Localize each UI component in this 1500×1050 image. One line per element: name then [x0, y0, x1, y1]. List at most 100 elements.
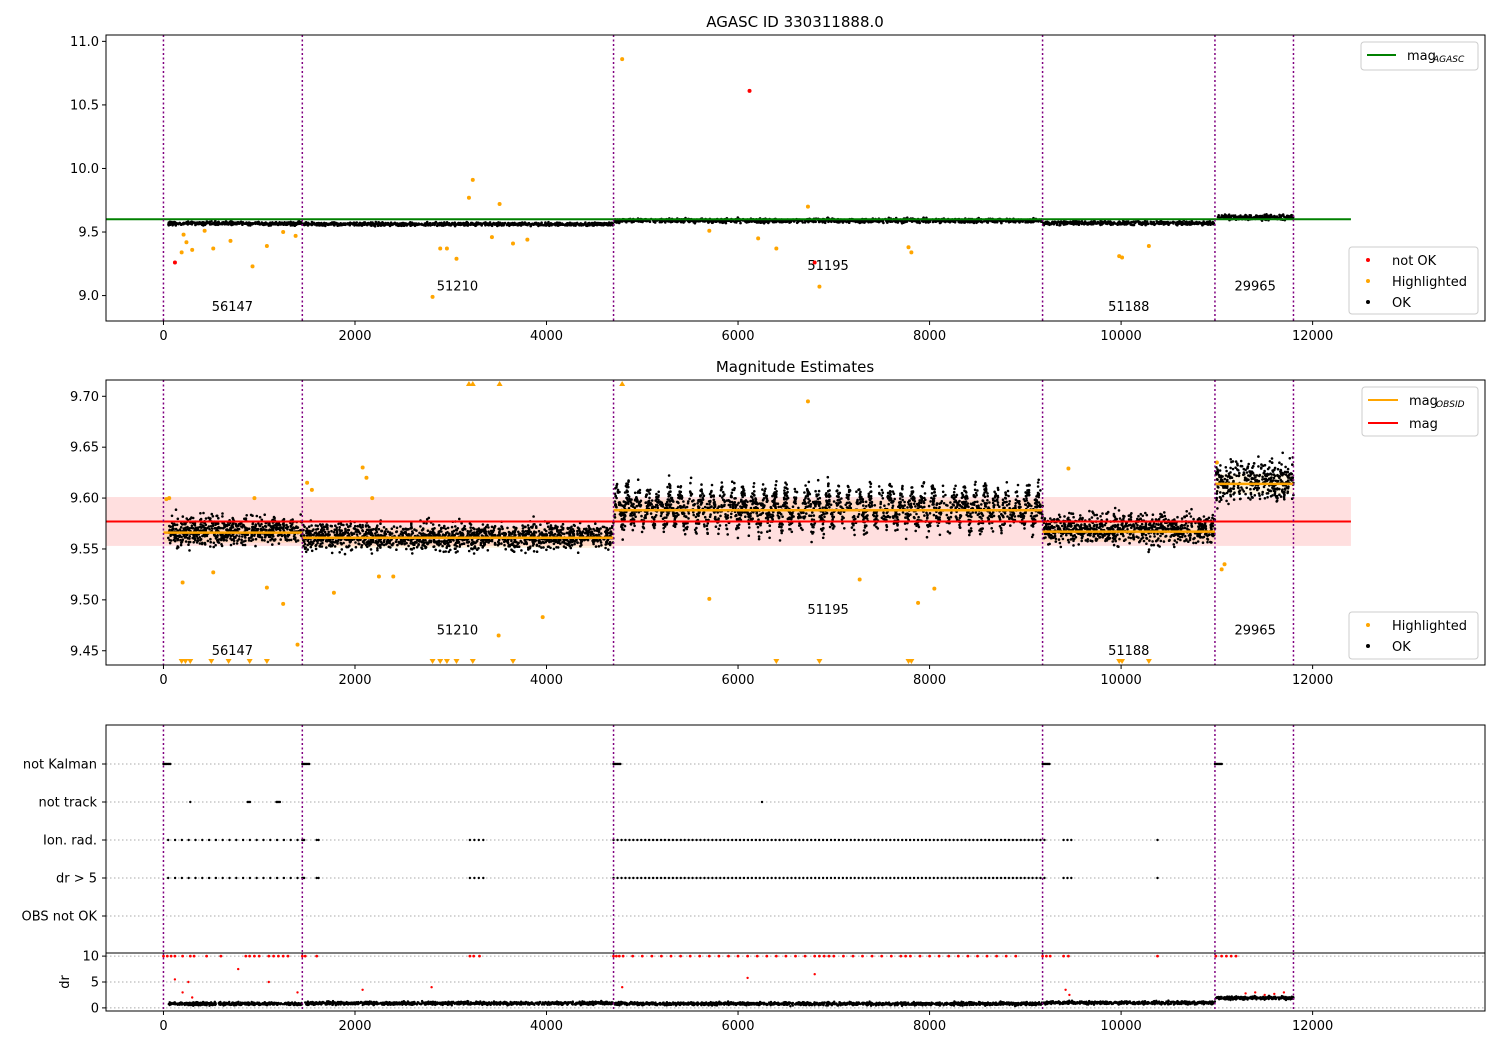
ok-point [500, 542, 503, 545]
ok-point [416, 534, 419, 537]
legend-marker [1366, 258, 1370, 262]
ok-point [203, 526, 207, 530]
highlighted-point [620, 57, 625, 62]
ok-point [498, 528, 502, 531]
ok-point [237, 538, 241, 541]
ok-point [535, 544, 539, 547]
ok-point [593, 529, 597, 532]
ok-point [1121, 221, 1125, 225]
legend-subscript: AGASC [1432, 55, 1465, 65]
ok-point [493, 526, 496, 529]
ok-point [523, 542, 526, 546]
ok-point [297, 221, 300, 225]
ok-point [453, 223, 457, 227]
ok-point [606, 222, 610, 226]
ok-point [1197, 221, 1201, 225]
ok-point [492, 528, 496, 532]
highlighted-point [489, 235, 494, 240]
ok-point [374, 541, 377, 544]
ok-point [365, 543, 368, 547]
ok-point [285, 523, 288, 527]
x-tick-label: 12000 [1292, 329, 1333, 344]
ok-point [548, 540, 551, 544]
ok-point [361, 529, 364, 532]
ok-point [176, 517, 180, 521]
ok-point [216, 539, 219, 542]
ok-point [845, 220, 848, 224]
ok-point [466, 223, 470, 227]
ok-point [886, 221, 889, 224]
highlighted-point [1146, 244, 1151, 249]
ok-point [299, 528, 302, 532]
ok-point [263, 535, 267, 539]
ok-point [527, 546, 530, 549]
ok-point [390, 527, 394, 530]
ok-point [415, 529, 418, 532]
ok-point [193, 535, 196, 539]
highlighted-point [228, 238, 233, 243]
ok-point [179, 543, 183, 547]
ok-point [579, 222, 582, 225]
ok-point [211, 515, 215, 518]
ok-point [420, 540, 423, 543]
ok-point [492, 221, 495, 225]
ok-point [533, 221, 537, 225]
ok-point [671, 220, 674, 223]
ok-point [289, 538, 293, 542]
ok-point [361, 540, 365, 543]
ok-point [481, 523, 485, 526]
ok-point [440, 540, 443, 543]
ok-point [209, 537, 212, 541]
ok-point [234, 523, 238, 527]
ok-point [653, 220, 656, 223]
ok-point [260, 538, 264, 542]
ok-point [1116, 223, 1119, 226]
plot-area [106, 35, 1485, 321]
ok-point [561, 528, 564, 531]
ok-point [309, 532, 312, 536]
highlighted-point [281, 230, 286, 235]
highlighted-point [909, 250, 914, 255]
ok-point [304, 546, 307, 549]
ok-point [573, 542, 576, 546]
ok-point [481, 538, 485, 542]
ok-point [605, 533, 609, 536]
ok-point [648, 220, 652, 224]
ok-point [266, 540, 270, 544]
ok-point [1174, 223, 1178, 226]
ok-point [1138, 220, 1141, 224]
ok-point [240, 541, 243, 545]
obsid-label: 51210 [437, 279, 478, 294]
ok-point [520, 549, 523, 552]
ok-point [320, 524, 323, 527]
ok-point [487, 526, 490, 529]
ok-point [584, 527, 587, 531]
ok-point [220, 543, 223, 546]
ok-point [349, 549, 353, 552]
ok-point [364, 525, 368, 528]
ok-point [174, 508, 178, 512]
ok-point [296, 539, 300, 542]
ok-point [535, 526, 538, 529]
ok-point [369, 548, 373, 551]
ok-point [326, 532, 330, 536]
ok-point [306, 543, 310, 547]
ok-point [254, 544, 257, 548]
ok-point [605, 530, 609, 534]
ok-point [515, 544, 518, 548]
ok-point [1111, 223, 1115, 226]
panel2-title: Magnitude Estimates [716, 358, 874, 376]
ok-point [546, 525, 550, 528]
ok-point [194, 538, 197, 542]
ok-point [215, 526, 219, 530]
ok-point [608, 527, 612, 530]
ok-point [184, 522, 187, 525]
ok-point [1090, 223, 1093, 226]
ok-point [225, 539, 228, 542]
ok-point [1261, 215, 1264, 219]
ok-point [212, 545, 215, 549]
ok-point [1162, 223, 1165, 226]
ok-point [285, 222, 289, 226]
ok-point [398, 542, 401, 545]
ok-point [199, 517, 203, 521]
